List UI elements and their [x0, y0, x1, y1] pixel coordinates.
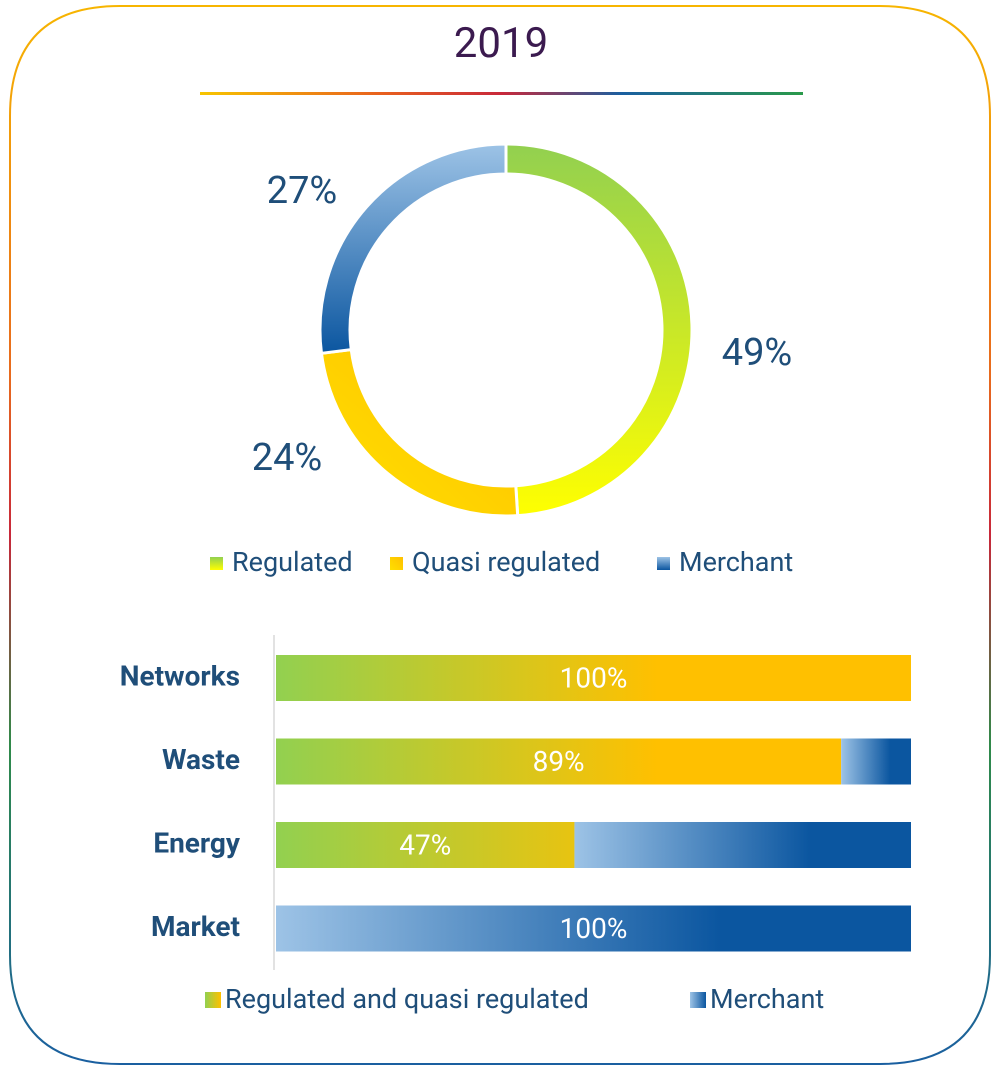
card-border [9, 5, 991, 1065]
donut-slice [504, 142, 694, 518]
slice-label: 24% [252, 436, 323, 480]
legend-swatch [210, 557, 223, 570]
category-label: Waste [162, 743, 240, 776]
chart-title: 2019 [454, 19, 548, 68]
bar-segment [276, 822, 575, 868]
bar-label: 100% [560, 661, 628, 694]
category-label: Networks [120, 659, 240, 692]
slice-label: 49% [722, 331, 793, 375]
legend-swatch [390, 557, 403, 570]
donut-slice [319, 347, 520, 518]
bar-segment [574, 822, 911, 868]
title-rule [200, 92, 803, 95]
bar-segment [276, 905, 911, 952]
category-label: Energy [153, 826, 241, 859]
donut-slice [318, 142, 508, 355]
legend-label: Regulated and quasi regulated [225, 983, 589, 1015]
category-label: Market [151, 910, 240, 943]
legend-label: Merchant [679, 546, 793, 578]
bar-label: 89% [533, 745, 585, 778]
bar-segment [276, 655, 911, 701]
legend-swatch [205, 992, 221, 1008]
bar-segment [841, 738, 911, 785]
legend-swatch [690, 992, 706, 1008]
bar-segment [276, 738, 842, 785]
legend-label: Merchant [710, 983, 824, 1015]
legend-label: Regulated [232, 546, 353, 578]
bar-label: 47% [399, 828, 451, 861]
legend-swatch [657, 557, 670, 570]
slice-label: 27% [267, 169, 338, 213]
bar-label: 100% [560, 912, 628, 945]
legend-label: Quasi regulated [412, 546, 600, 578]
